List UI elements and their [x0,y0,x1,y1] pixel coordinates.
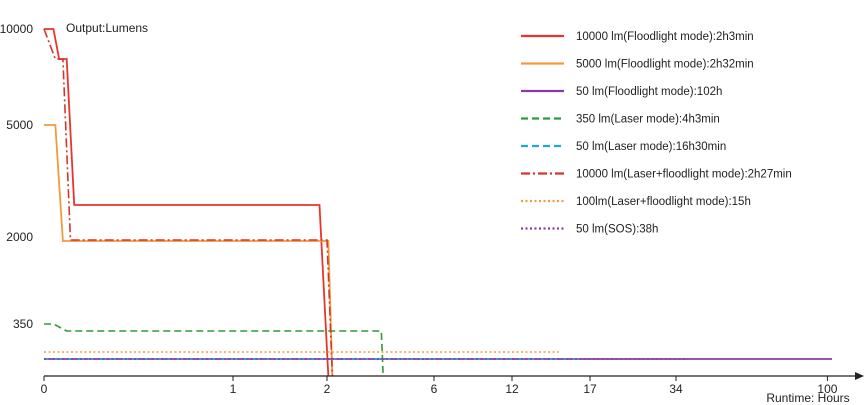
y-tick-label-10000: 10000 [0,22,33,36]
x-tick-label-12: 12 [505,382,519,396]
chart-title: Output:Lumens [66,21,148,35]
x-tick-label-0: 0 [41,382,48,396]
series-line-1-10000-lm-floodlight-mode-2h3mi [44,28,330,377]
x-axis-arrow [855,372,864,380]
x-tick-label-6: 6 [431,382,438,396]
legend-label-8: 50 lm(SOS):38h [576,224,658,236]
legend-label-5: 50 lm(Laser mode):16h30min [576,141,726,153]
y-tick-label-2000: 2000 [6,230,33,244]
x-tick-label-100: 100 [817,382,837,396]
x-tick-label-17: 17 [583,382,597,396]
legend-label-1: 10000 lm(Floodlight mode):2h3min [576,31,754,43]
axes-layer [44,372,864,380]
x-tick-label-1: 1 [230,382,237,396]
x-axis-title: Runtime: Hours [766,391,849,405]
series-layer [43,28,832,377]
x-tick-label-34: 34 [669,382,683,396]
series-line-6-10000-lm-laser-floodlight-mode [43,28,334,377]
legend-label-2: 5000 lm(Floodlight mode):2h32min [576,59,754,71]
legend-label-6: 10000 lm(Laser+floodlight mode):2h27min [576,169,792,181]
legend: 10000 lm(Floodlight mode):2h3min 5000 lm(… [521,31,792,236]
legend-label-4: 350 lm(Laser mode):4h3min [576,114,720,126]
y-tick-label-350: 350 [13,317,33,331]
legend-label-3: 50 lm(Floodlight mode):102h [576,86,722,98]
series-line-4-350-lm-laser-mode-4h3min [44,323,384,377]
x-tick-label-2: 2 [324,382,331,396]
legend-label-7: 100lm(Laser+floodlight mode):15h [576,196,751,208]
y-tick-label-5000: 5000 [6,118,33,132]
series-line-2-5000-lm-floodlight-mode-2h32mi [44,124,334,377]
